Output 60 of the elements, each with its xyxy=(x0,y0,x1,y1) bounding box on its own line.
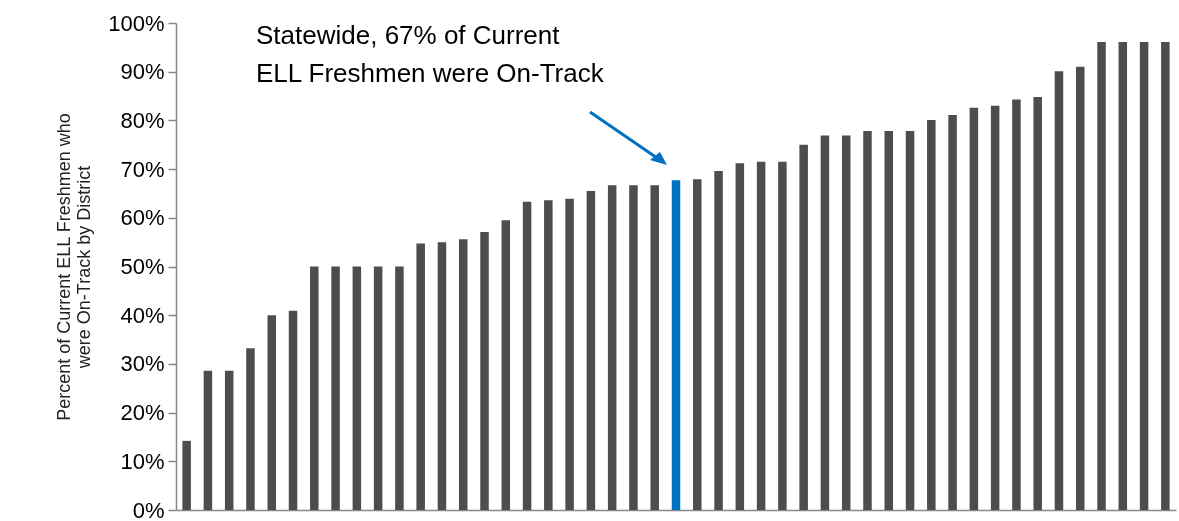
bar xyxy=(671,180,681,510)
bar xyxy=(693,179,702,510)
bar xyxy=(331,266,340,510)
bar xyxy=(416,243,425,510)
bar xyxy=(863,131,872,510)
bar xyxy=(629,185,638,510)
bar xyxy=(373,266,383,510)
y-tick-label: 60% xyxy=(120,205,165,231)
bar xyxy=(565,198,574,510)
bar xyxy=(841,135,851,510)
bar xyxy=(714,171,723,510)
bar xyxy=(1033,97,1042,510)
y-tick-label: 10% xyxy=(120,448,165,474)
bar xyxy=(224,370,234,510)
bar xyxy=(182,440,191,510)
bar xyxy=(799,144,808,510)
bar xyxy=(395,266,404,510)
bar xyxy=(990,105,1000,510)
bar xyxy=(310,266,319,510)
bar xyxy=(756,161,766,510)
bar xyxy=(735,163,745,510)
bar xyxy=(501,220,511,510)
y-axis-title: Percent of Current ELL Freshmen who were On-Track by District xyxy=(54,113,95,421)
bar xyxy=(1054,71,1064,510)
y-tick-label: 50% xyxy=(120,254,165,279)
y-tick-label: 100% xyxy=(108,10,165,36)
bar xyxy=(1076,66,1085,510)
bar xyxy=(969,107,979,510)
bar xyxy=(458,239,468,510)
bar xyxy=(607,185,617,510)
bar xyxy=(522,201,532,510)
y-tick-label: 30% xyxy=(120,351,165,377)
bar xyxy=(586,191,596,510)
bar xyxy=(437,242,447,510)
bar xyxy=(352,266,362,510)
bar xyxy=(1139,41,1149,510)
bar xyxy=(1097,41,1106,510)
bar xyxy=(650,185,659,510)
bar xyxy=(948,115,957,510)
y-tick-label: 40% xyxy=(120,302,165,328)
bar xyxy=(1012,99,1021,510)
bar xyxy=(1118,41,1128,510)
bar xyxy=(288,310,298,510)
bar xyxy=(778,161,787,510)
y-tick-label: 90% xyxy=(120,59,165,85)
bar xyxy=(246,348,255,510)
y-tick-label: 80% xyxy=(120,107,165,133)
bar xyxy=(927,119,936,510)
bar xyxy=(820,135,830,510)
y-tick-label: 0% xyxy=(132,497,165,521)
annotation: Statewide, 67% of Current ELL Freshmen were On-Track xyxy=(256,20,605,88)
bar xyxy=(544,200,553,510)
bar xyxy=(884,131,894,510)
bar xyxy=(905,131,915,510)
y-tick-label: 70% xyxy=(120,156,165,182)
bar xyxy=(480,231,489,510)
bar xyxy=(203,370,213,510)
y-tick-label: 20% xyxy=(120,400,165,426)
bar xyxy=(267,315,276,510)
bar xyxy=(1161,41,1170,510)
